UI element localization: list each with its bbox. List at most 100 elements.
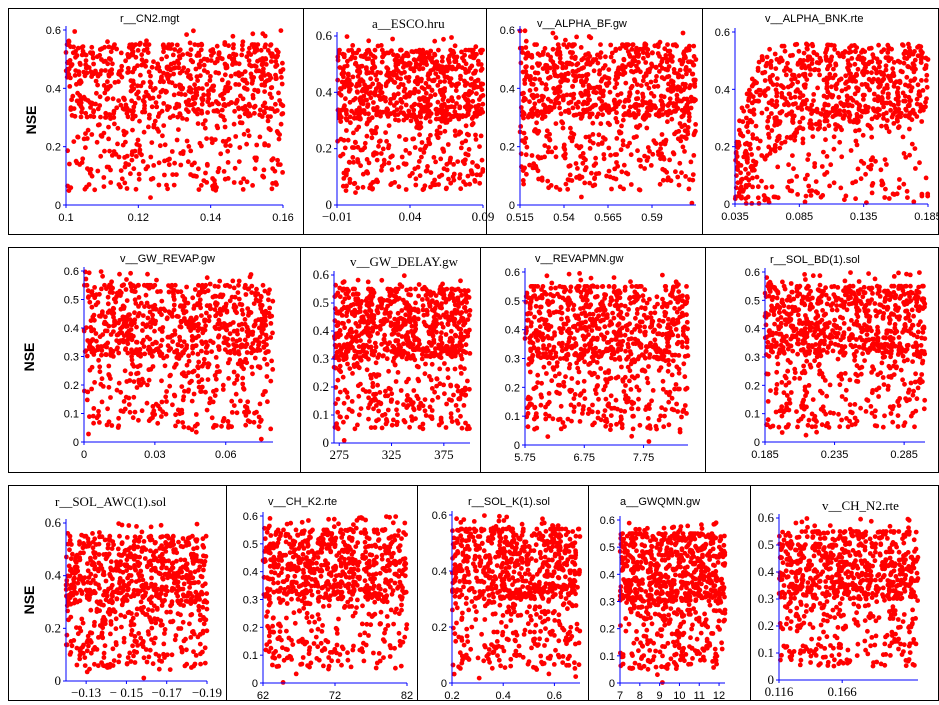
scatter-point	[266, 126, 272, 131]
scatter-point	[593, 161, 599, 167]
scatter-point	[674, 96, 680, 102]
scatter-point	[607, 89, 613, 95]
scatter-point	[560, 120, 566, 126]
scatter-point	[587, 138, 593, 144]
scatter-point	[827, 183, 832, 189]
scatter-point	[602, 63, 608, 68]
scatter-point	[240, 47, 245, 52]
scatter-point	[408, 118, 414, 124]
scatter-point	[854, 85, 859, 91]
scatter-point	[809, 111, 814, 116]
scatter-point	[124, 330, 130, 336]
scatter-point	[546, 75, 551, 81]
scatter-point	[244, 179, 250, 185]
scatter-point	[549, 149, 555, 155]
scatter-point	[407, 91, 413, 97]
scatter-point	[91, 61, 96, 67]
scatter-point	[882, 86, 887, 92]
scatter-point	[439, 330, 444, 336]
scatter-point	[241, 106, 246, 112]
scatter-point	[817, 72, 822, 78]
scatter-point	[205, 364, 211, 370]
scatter-point	[848, 71, 853, 77]
scatter-point	[68, 185, 74, 191]
scatter-point	[159, 399, 165, 405]
scatter-point	[226, 376, 232, 381]
scatter-point	[213, 70, 219, 75]
scatter-point	[807, 106, 813, 111]
scatter-point	[341, 400, 347, 406]
scatter-point	[796, 48, 802, 54]
scatter-point	[174, 42, 180, 48]
scatter-point	[537, 61, 542, 67]
scatter-point	[200, 330, 206, 336]
scatter-point	[110, 96, 116, 102]
scatter-point	[131, 394, 137, 400]
scatter-point	[759, 54, 765, 59]
scatter-point	[380, 413, 385, 418]
scatter-point	[358, 406, 364, 411]
scatter-point	[344, 34, 350, 39]
scatter-point	[262, 44, 268, 50]
scatter-point	[601, 105, 607, 111]
scatter-point	[357, 69, 363, 75]
scatter-point	[124, 298, 130, 303]
scatter-point	[198, 183, 204, 188]
scatter-point	[749, 119, 755, 125]
scatter-point	[419, 140, 425, 145]
scatter-point	[398, 110, 404, 115]
scatter-point	[660, 177, 666, 183]
scatter-point	[221, 169, 227, 174]
scatter-point	[439, 58, 445, 64]
scatter-point	[612, 97, 617, 103]
scatter-point	[687, 43, 692, 49]
scatter-point	[408, 113, 413, 119]
scatter-point	[104, 86, 109, 92]
scatter-point	[919, 51, 924, 57]
scatter-point	[555, 42, 561, 47]
scatter-point	[463, 61, 469, 67]
scatter-point	[268, 59, 274, 64]
scatter-point	[775, 164, 781, 170]
scatter-point	[772, 51, 778, 57]
scatter-point	[685, 59, 691, 65]
scatter-point	[749, 83, 755, 89]
scatter-point	[690, 172, 696, 178]
scatter-point	[366, 160, 372, 166]
scatter-point	[261, 167, 267, 173]
scatter-point	[215, 284, 221, 289]
scatter-point	[754, 80, 759, 86]
scatter-point	[916, 43, 922, 49]
scatter-point	[403, 102, 409, 108]
scatter-point	[201, 356, 207, 362]
scatter-point	[662, 46, 668, 52]
scatter-point	[188, 89, 194, 95]
scatter-point	[386, 143, 392, 148]
scatter-point	[451, 162, 456, 167]
scatter-point	[607, 174, 613, 180]
scatter-point	[239, 52, 245, 58]
scatter-point	[403, 75, 409, 80]
scatter-point	[101, 175, 107, 180]
scatter-point	[425, 103, 431, 109]
scatter-point	[101, 184, 107, 190]
scatter-point	[420, 187, 426, 193]
scatter-point	[557, 84, 563, 89]
scatter-point	[453, 66, 459, 72]
scatter-point	[196, 86, 202, 91]
scatter-point	[545, 178, 551, 184]
scatter-point	[520, 50, 525, 55]
scatter-point	[249, 63, 254, 69]
scatter-point	[395, 68, 401, 74]
scatter-point	[155, 403, 161, 409]
scatter-point	[108, 395, 113, 400]
scatter-point	[267, 287, 272, 293]
scatter-point	[161, 101, 167, 106]
scatter-point	[177, 337, 183, 343]
scatter-point	[674, 92, 680, 98]
scatter-point	[805, 54, 811, 60]
scatter-point	[811, 98, 816, 103]
scatter-point	[180, 52, 186, 57]
scatter-point	[792, 76, 797, 81]
scatter-point	[154, 65, 160, 71]
